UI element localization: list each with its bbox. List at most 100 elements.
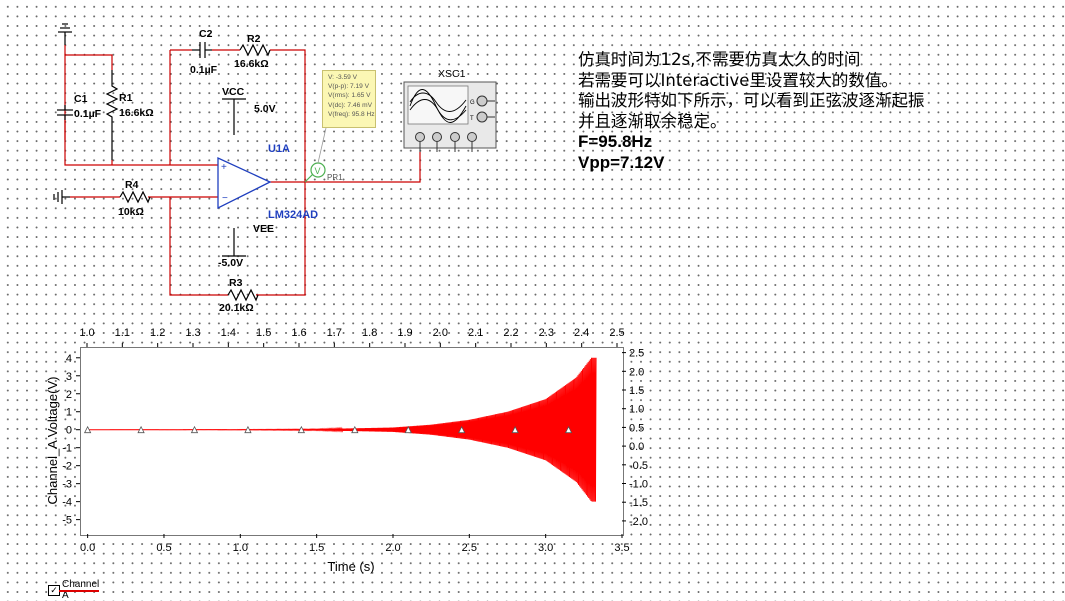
top-tick-label: 2.3 <box>539 327 554 339</box>
top-tick-label: 1.2 <box>150 327 165 339</box>
svg-text:+: + <box>221 162 227 173</box>
y2-tick-label: -1.5 <box>629 497 648 509</box>
y-tick-label: 0 <box>66 425 72 437</box>
probe-symbol: V <box>315 166 321 176</box>
note-line-4: 并且逐渐取余稳定。 <box>578 111 727 131</box>
vee-ref: VEE <box>253 223 274 235</box>
y-tick-label: -2 <box>62 461 72 473</box>
top-tick-label: 1.4 <box>221 327 236 339</box>
probe-v: V: -3.59 V <box>328 74 358 81</box>
top-tick-label: 1.9 <box>397 327 412 339</box>
note-frequency: F=95.8Hz <box>578 132 653 151</box>
resistor-r1-icon <box>105 70 119 160</box>
opamp-part: LM324AD <box>268 209 318 221</box>
y2-tick-label: -1.0 <box>629 479 648 491</box>
trace-marker <box>83 425 92 434</box>
vcc-rail-icon <box>222 98 246 135</box>
r4-value: 10kΩ <box>118 206 144 218</box>
top-tick-label: 1.0 <box>79 327 94 339</box>
probe-ref: PR1 <box>327 173 343 182</box>
voltage-probe-icon[interactable]: V <box>304 127 327 183</box>
resistor-r4-icon <box>119 190 151 204</box>
top-tick-label: 1.3 <box>185 327 200 339</box>
oscilloscope-icon[interactable]: G T <box>403 81 497 152</box>
trace-marker <box>404 425 412 434</box>
probe-vrms: V(rms): 1.65 V <box>328 92 371 100</box>
trace-marker <box>297 425 306 434</box>
x-axis-label: Time (s) <box>327 559 374 574</box>
ground-top-icon <box>58 23 72 45</box>
scope-ref: XSC1 <box>438 68 466 80</box>
top-tick-label: 1.5 <box>256 327 271 339</box>
opamp-icon[interactable]: + − <box>217 156 272 210</box>
probe-vfreq: V(freq): 95.8 Hz <box>328 110 375 118</box>
vcc-value: 5.0V <box>254 103 276 115</box>
probe-vdc: V(dc): 7.46 mV <box>328 101 372 109</box>
r3-ref: R3 <box>229 277 243 289</box>
note-line-1: 仿真时间为12s,不需要仿真太久的时间 <box>578 50 861 69</box>
r1-value: 16.6kΩ <box>119 107 154 119</box>
trace-marker <box>458 425 466 434</box>
ground-left-icon <box>53 190 70 204</box>
x-tick-label: 1.0 <box>233 542 248 554</box>
top-tick-label: 2.1 <box>468 327 483 339</box>
trace-marker <box>511 425 519 434</box>
trace-marker <box>351 425 359 434</box>
top-tick-label: 2.2 <box>503 327 518 339</box>
probe-vpp: V(p-p): 7.19 V <box>328 83 370 91</box>
trace-marker <box>137 425 145 434</box>
note-line-3: 输出波形特如下所示，可以看到正弦波逐渐起振 <box>578 91 925 110</box>
c1-ref: C1 <box>74 93 88 105</box>
scope-terminal-g: G <box>470 100 475 106</box>
top-tick-label: 1.6 <box>291 327 306 339</box>
top-tick-label: 2.5 <box>609 327 624 339</box>
y-tick-label: -3 <box>62 479 72 491</box>
top-tick-label: 1.1 <box>115 327 130 339</box>
r4-ref: R4 <box>125 179 139 191</box>
annotation-notes: 仿真时间为12s,不需要仿真太久的时间 若需要可以Interactive里设置较… <box>578 50 1058 173</box>
opamp-ref: U1A <box>268 143 290 155</box>
svg-text:−: − <box>222 193 228 204</box>
probe-readout-box: V: -3.59 V V(p-p): 7.19 V V(rms): 1.65 V… <box>322 70 376 128</box>
channel-a-trace <box>87 357 597 502</box>
note-line-2: 若需要可以Interactive里设置较大的数值。 <box>578 70 898 90</box>
vee-rail-icon <box>222 228 246 257</box>
x-tick-label: 3.0 <box>538 542 553 554</box>
scope-terminal-t: T <box>470 116 474 122</box>
x-tick-label: 3.5 <box>614 542 629 554</box>
capacitor-c2-icon <box>192 42 212 58</box>
resistor-r3-icon <box>227 288 259 302</box>
legend-swatch <box>59 590 99 592</box>
top-tick-label: 2.4 <box>574 327 589 339</box>
y-tick-label: 1 <box>66 407 72 419</box>
y2-tick-label: -0.5 <box>629 460 648 472</box>
y-tick-label: -1 <box>62 443 72 455</box>
trace-marker <box>190 425 199 434</box>
wires <box>64 45 421 296</box>
r2-value: 16.6kΩ <box>234 58 269 70</box>
y-tick-label: 2 <box>66 389 72 401</box>
x-tick-label: 2.5 <box>462 542 477 554</box>
y2-tick-label: 2.5 <box>629 348 644 360</box>
circuit-schematic: C2 0.1µF R2 16.6kΩ C1 0.1µF R1 16.6kΩ R4… <box>53 23 497 314</box>
y-tick-label: -5 <box>62 515 72 527</box>
trace-marker <box>244 425 252 434</box>
y2-tick-label: -2.0 <box>629 516 648 528</box>
top-tick-label: 2.0 <box>433 327 448 339</box>
c2-value: 0.1µF <box>190 64 218 76</box>
top-tick-label: 1.7 <box>327 327 342 339</box>
vee-value: -5.0V <box>218 257 243 269</box>
y-tick-label: 3 <box>66 371 72 383</box>
x-tick-label: 0.5 <box>156 542 171 554</box>
c1-value: 0.1µF <box>74 108 102 120</box>
y-tick-label: 4 <box>66 353 72 365</box>
note-vpp: Vpp=7.12V <box>578 152 665 172</box>
capacitor-c1-icon <box>57 105 73 120</box>
y2-tick-label: 0.5 <box>629 422 644 434</box>
y2-tick-label: 1.0 <box>629 404 644 416</box>
x-tick-label: 2.0 <box>385 542 400 554</box>
trace-marker <box>564 425 573 434</box>
x-tick-label: 1.5 <box>309 542 324 554</box>
y-axis-label: Channel_A Voltage(V) <box>45 377 60 505</box>
x-tick-label: 0.0 <box>80 542 95 554</box>
